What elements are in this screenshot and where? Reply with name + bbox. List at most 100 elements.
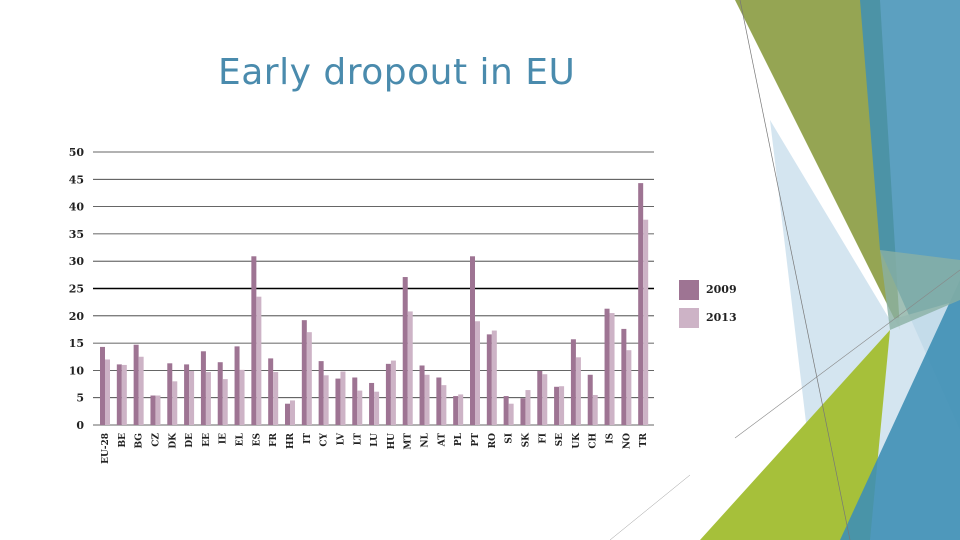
bar-2009-SK bbox=[520, 398, 526, 425]
bar-2013-FR bbox=[273, 372, 279, 425]
y-tick-label: 50 bbox=[69, 146, 85, 159]
bar-2009-FI bbox=[537, 370, 543, 425]
y-axis-ticks: 0 5 10 15 20 25 30 35 40 45 50 bbox=[69, 146, 85, 432]
bar-2009-DE bbox=[184, 364, 190, 425]
x-tick-label: DE bbox=[185, 433, 195, 448]
x-tick-label: EU-28 bbox=[101, 433, 111, 464]
y-tick-label: 10 bbox=[69, 364, 85, 377]
bar-2013-TR bbox=[643, 219, 649, 425]
x-axis-labels: EU-28 BE BG CZ DK DE EE IE EL ES FR HR IT CY LV LT LU HU M… bbox=[101, 432, 649, 464]
x-tick-label: PT bbox=[471, 433, 481, 447]
x-tick-label: RO bbox=[488, 433, 498, 448]
bar-2009-AT bbox=[436, 377, 442, 425]
bar-2009-NO bbox=[621, 328, 627, 425]
y-tick-label: 25 bbox=[69, 283, 84, 296]
y-tick-label: 5 bbox=[76, 392, 84, 405]
bar-2013-CZ bbox=[155, 395, 161, 425]
y-tick-label: 20 bbox=[69, 310, 85, 323]
x-tick-label: SK bbox=[521, 432, 531, 447]
bar-2009-MT bbox=[402, 277, 408, 425]
legend-swatch-2013 bbox=[679, 308, 699, 328]
bar-2009-CZ bbox=[150, 395, 156, 425]
bars bbox=[100, 183, 649, 425]
bar-2009-CY bbox=[318, 361, 324, 425]
bar-2013-FI bbox=[542, 374, 548, 425]
bar-2009-DK bbox=[167, 363, 173, 425]
bar-2013-IT bbox=[306, 332, 312, 425]
bar-2013-LV bbox=[340, 371, 346, 425]
bar-2009-TR bbox=[638, 183, 644, 425]
bar-2009-SE bbox=[554, 386, 560, 425]
bar-2009-PL bbox=[453, 396, 459, 425]
bar-2013-RO bbox=[491, 330, 497, 425]
bar-2013-UK bbox=[575, 357, 581, 425]
x-tick-label: MT bbox=[404, 433, 414, 450]
legend-label-2009: 2009 bbox=[706, 283, 737, 296]
bar-2009-IS bbox=[604, 308, 610, 425]
bar-2009-IT bbox=[301, 320, 307, 425]
bar-2013-BG bbox=[138, 356, 144, 425]
bar-2009-NL bbox=[419, 365, 425, 425]
x-tick-label: NL bbox=[421, 432, 431, 447]
bar-2013-ES bbox=[256, 296, 262, 425]
x-tick-label: LV bbox=[336, 432, 346, 445]
bar-2013-PL bbox=[458, 394, 464, 425]
x-tick-label: EL bbox=[236, 432, 246, 446]
bar-2013-LT bbox=[357, 390, 363, 425]
bar-2013-PT bbox=[475, 321, 480, 425]
bar-2009-IE bbox=[217, 362, 223, 425]
decorative-shapes bbox=[609, 0, 960, 540]
x-tick-label: CY bbox=[320, 432, 330, 446]
x-tick-label: SI bbox=[505, 433, 515, 444]
bar-2009-LV bbox=[335, 378, 341, 425]
bar-2009-PT bbox=[470, 256, 475, 425]
bar-2013-SK bbox=[525, 390, 531, 425]
bar-2013-HR bbox=[290, 400, 295, 425]
y-tick-label: 45 bbox=[69, 173, 84, 186]
bar-2013-EU-28 bbox=[105, 359, 110, 425]
bar-2013-BE bbox=[121, 364, 127, 425]
bar-2009-RO bbox=[486, 334, 492, 425]
bar-2013-CY bbox=[323, 375, 329, 425]
legend: 2009 2013 bbox=[679, 280, 737, 328]
x-tick-label: PL bbox=[454, 432, 464, 446]
x-tick-label: HR bbox=[286, 432, 296, 449]
bar-2009-EE bbox=[200, 351, 206, 425]
bar-2013-LU bbox=[374, 391, 380, 425]
y-tick-label: 40 bbox=[69, 201, 85, 214]
bar-2013-EE bbox=[205, 372, 211, 425]
x-tick-label: DK bbox=[168, 432, 178, 449]
bar-2013-SI bbox=[508, 403, 514, 425]
bar-2013-EL bbox=[239, 369, 245, 425]
y-tick-label: 15 bbox=[69, 337, 84, 350]
bar-2013-IE bbox=[222, 379, 228, 425]
x-tick-label: BG bbox=[135, 433, 145, 448]
bar-2013-HU bbox=[390, 360, 396, 425]
legend-swatch-2009 bbox=[679, 280, 699, 300]
bar-2009-LT bbox=[352, 377, 358, 425]
y-tick-label: 30 bbox=[69, 255, 85, 268]
bar-2013-AT bbox=[441, 385, 447, 425]
x-tick-label: FR bbox=[269, 432, 279, 446]
x-tick-label: BE bbox=[118, 433, 128, 448]
x-tick-label: CH bbox=[589, 433, 599, 449]
x-tick-label: AT bbox=[437, 433, 447, 447]
bar-2009-BG bbox=[133, 344, 139, 425]
x-tick-label: LT bbox=[353, 433, 363, 446]
bar-2009-LU bbox=[369, 382, 375, 425]
x-tick-label: FI bbox=[538, 433, 548, 444]
y-tick-label: 35 bbox=[69, 228, 84, 241]
bar-2009-CH bbox=[587, 374, 593, 425]
bar-2013-DE bbox=[189, 370, 195, 425]
bar-2009-ES bbox=[251, 256, 257, 425]
x-tick-label: EE bbox=[202, 433, 212, 447]
x-tick-label: IE bbox=[219, 433, 229, 444]
x-tick-label: ES bbox=[252, 433, 262, 446]
x-tick-label: HU bbox=[387, 433, 397, 450]
x-tick-label: TR bbox=[639, 432, 649, 447]
bar-2009-HR bbox=[285, 403, 290, 425]
bar-2013-NL bbox=[424, 374, 430, 425]
x-tick-label: LU bbox=[370, 433, 380, 447]
y-tick-label: 0 bbox=[76, 419, 84, 432]
